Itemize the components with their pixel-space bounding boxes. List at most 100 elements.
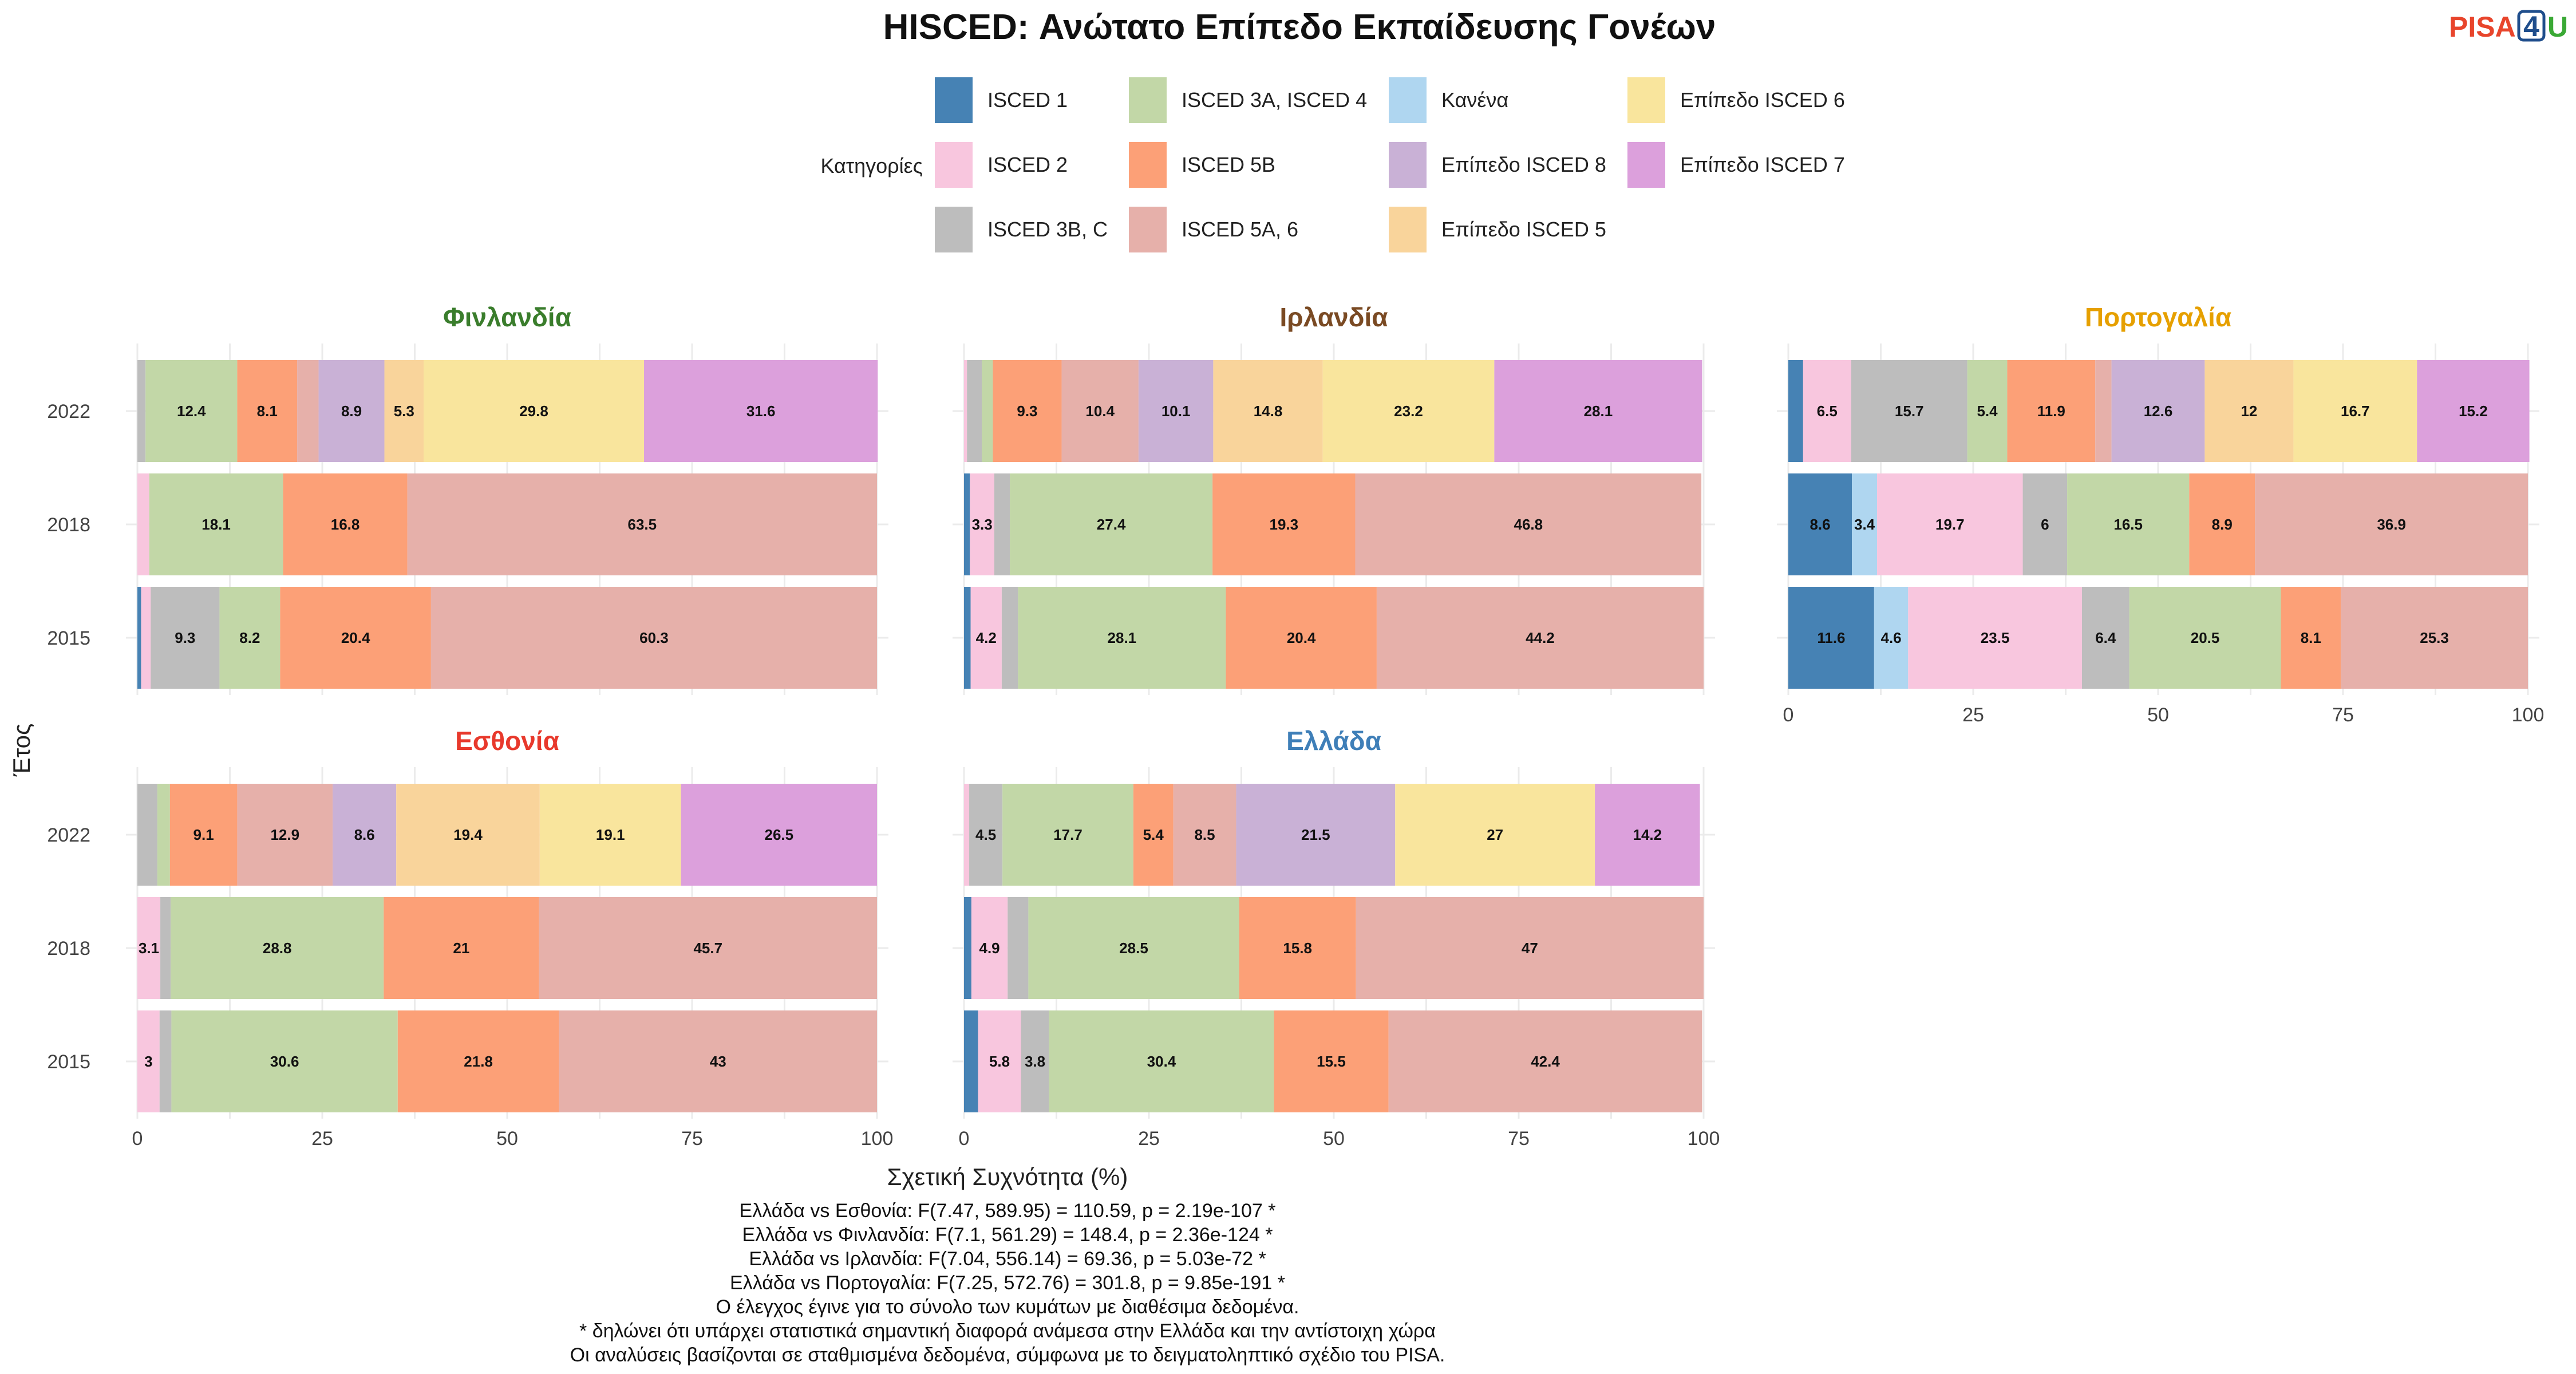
bar-segment-isced2 <box>1908 587 2082 689</box>
bar-segment-isced5b <box>1239 897 1356 999</box>
data-label: 4.5 <box>975 826 996 843</box>
bar-segment-lvl5 <box>2204 360 2294 462</box>
data-label: 8.6 <box>354 826 375 843</box>
legend-label-lvl5: Επίπεδο ISCED 5 <box>1441 218 1606 241</box>
data-label: 8.9 <box>2212 516 2233 533</box>
bar-segment-isced5b <box>280 587 431 689</box>
data-label: 3.4 <box>1854 516 1875 533</box>
bar-segment-lvl5 <box>1213 360 1323 462</box>
bar-segment-isced2 <box>1803 360 1851 462</box>
bar-segment-isced3bc <box>2081 587 2129 689</box>
data-label: 19.7 <box>1935 516 1965 533</box>
bar-segment-isced2 <box>970 587 1002 689</box>
data-label: 20.4 <box>341 629 370 646</box>
bar-segment-isced5a6 <box>407 473 877 575</box>
bar-segment-isced5a6 <box>559 1010 877 1112</box>
bar-segment-isced1 <box>964 1010 978 1112</box>
logo-box <box>2517 10 2546 42</box>
data-label: 47 <box>1522 939 1538 957</box>
footnote-line: Ελλάδα vs Εσθονία: F(7.47, 589.95) = 110… <box>740 1200 1276 1222</box>
legend-swatch-isced5a6 <box>1129 207 1167 252</box>
data-label: 20.4 <box>1287 629 1316 646</box>
data-label: 14.2 <box>1633 826 1662 843</box>
legend-swatch-lvl5 <box>1389 207 1427 252</box>
facet-1: Ιρλανδία 9.3 10.4 10.1 14.8 23.2 28.1 3.3 27.4 19… <box>953 302 1715 695</box>
data-label: 44.2 <box>1526 629 1555 646</box>
data-label: 12 <box>2241 402 2257 420</box>
bar-segment-isced5b <box>993 360 1062 462</box>
data-label: 4.9 <box>979 939 999 957</box>
data-label: 28.8 <box>263 939 292 957</box>
bar-segment-isced5b <box>1274 1010 1389 1112</box>
data-label: 12.6 <box>2144 402 2173 420</box>
data-label: 16.8 <box>331 516 360 533</box>
logo-text-left: PISA <box>2449 11 2516 43</box>
bar-segment-lvl8 <box>1138 360 1214 462</box>
bar-segment-isced3bc <box>969 784 1003 886</box>
bar-segment-lvl6 <box>2293 360 2417 462</box>
data-label: 15.7 <box>1895 402 1924 420</box>
data-label: 4.6 <box>1881 629 1902 646</box>
y-tick-label: 2018 <box>47 938 90 960</box>
pisa4u-logo: PISA 4 U <box>2449 10 2568 43</box>
bar-segment-isced3a4 <box>149 473 283 575</box>
data-label: 27 <box>1487 826 1503 843</box>
bar-segment-isced2 <box>1877 473 2023 575</box>
bar-segment-isced2 <box>137 473 149 575</box>
data-label: 11.9 <box>2037 402 2065 420</box>
bar-segment-isced1 <box>964 897 971 999</box>
data-label: 31.6 <box>746 402 776 420</box>
bar-segment-lvl7 <box>681 784 877 886</box>
data-label: 9.3 <box>175 629 195 646</box>
data-label: 9.3 <box>1017 402 1037 420</box>
data-label: 15.2 <box>2459 402 2488 420</box>
bar-segment-isced3bc <box>137 360 146 462</box>
facet-title: Πορτογαλία <box>2085 302 2231 332</box>
footnote-line: Ελλάδα vs Ιρλανδία: F(7.04, 556.14) = 69… <box>749 1248 1266 1270</box>
bar-segment-lvl8 <box>333 784 397 886</box>
data-label: 26.5 <box>765 826 794 843</box>
data-label: 21.8 <box>464 1053 493 1070</box>
y-tick-label: 2022 <box>47 401 90 423</box>
bar-segment-isced3a4 <box>2067 473 2190 575</box>
bar-segment-none <box>1874 587 1909 689</box>
legend-label-lvl6: Επίπεδο ISCED 6 <box>1680 88 1845 112</box>
data-label: 28.1 <box>1584 402 1613 420</box>
bar-segment-isced3a4 <box>171 1010 398 1112</box>
facet-0: Φινλανδία 2022 2018 2015 12.4 8.1 8.9 5.3 29.8 31… <box>47 302 888 695</box>
data-label: 21 <box>453 939 469 957</box>
x-tick-label: 0 <box>1783 704 1794 726</box>
legend-label-lvl7: Επίπεδο ISCED 7 <box>1680 153 1845 176</box>
x-tick-label: 75 <box>1508 1128 1530 1150</box>
bar-segment-isced3a4 <box>982 360 993 462</box>
data-label: 28.5 <box>1119 939 1148 957</box>
bar-segment-isced2 <box>964 360 967 462</box>
footnotes: Ελλάδα vs Εσθονία: F(7.47, 589.95) = 110… <box>570 1200 1445 1366</box>
x-tick-label: 50 <box>1323 1128 1345 1150</box>
legend-title: Κατηγορίες <box>820 154 923 177</box>
bar-segment-isced2 <box>964 784 970 886</box>
bar-segment-isced3a4 <box>1049 1010 1274 1112</box>
bar-segment-isced5a6 <box>1061 360 1139 462</box>
data-label: 19.1 <box>596 826 625 843</box>
legend-swatch-isced3bc <box>935 207 973 252</box>
data-label: 17.7 <box>1053 826 1082 843</box>
bar-segment-isced1 <box>137 587 141 689</box>
y-tick-label: 2015 <box>47 1051 90 1073</box>
data-label: 5.3 <box>394 402 414 420</box>
facet-title: Εσθονία <box>455 726 559 756</box>
bar-segment-isced3bc <box>160 897 171 999</box>
bar-segment-isced5a6 <box>1355 473 1702 575</box>
x-tick-label: 0 <box>132 1128 143 1150</box>
bar-segment-isced1 <box>964 587 971 689</box>
data-label: 30.6 <box>270 1053 299 1070</box>
data-label: 3.3 <box>972 516 993 533</box>
bar-segment-isced3a4 <box>1967 360 2008 462</box>
facet-title: Ελλάδα <box>1286 726 1381 756</box>
x-tick-label: 100 <box>2512 704 2545 726</box>
data-label: 8.1 <box>2301 629 2321 646</box>
data-label: 16.7 <box>2341 402 2370 420</box>
bar-segment-isced3a4 <box>1010 473 1213 575</box>
bar-segment-lvl8 <box>318 360 385 462</box>
bar-segment-isced3a4 <box>219 587 280 689</box>
